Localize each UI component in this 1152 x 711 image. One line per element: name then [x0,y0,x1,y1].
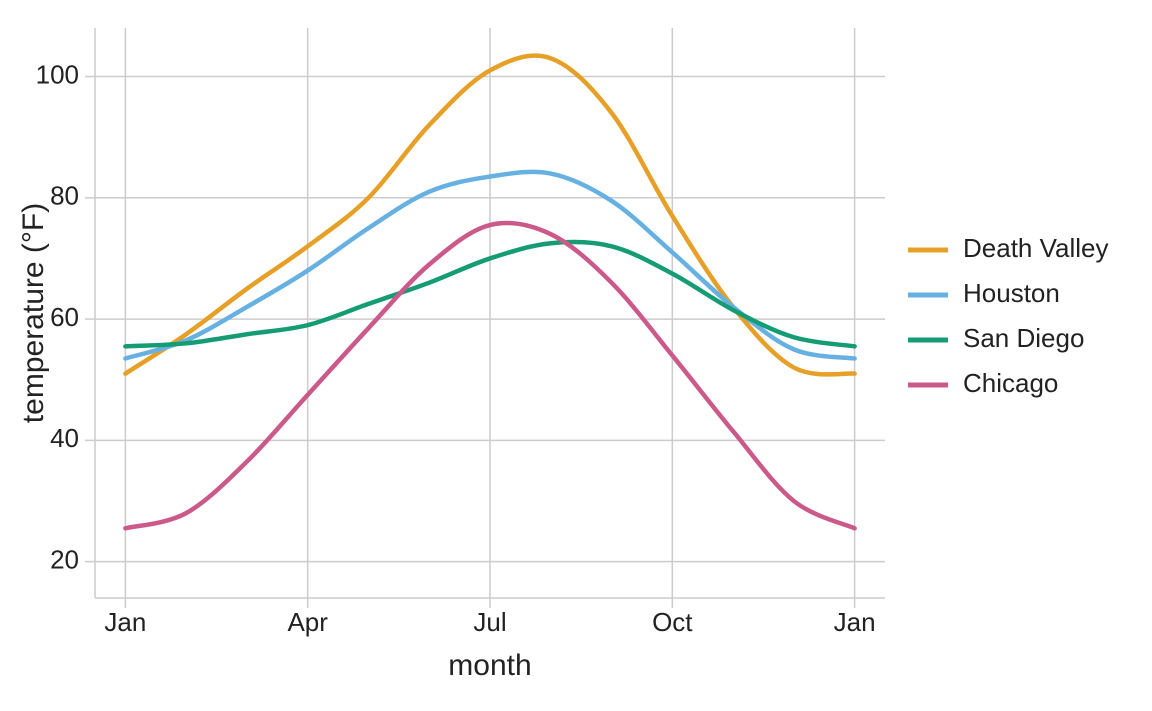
x-axis-label: month [448,649,531,682]
y-tick-label: 100 [36,59,79,89]
x-tick-label: Jan [834,607,876,637]
y-tick-label: 20 [50,544,79,574]
y-tick-label: 40 [50,423,79,453]
temperature-line-chart: 20 40 60 80 100 Jan Apr Jul Oct Jan month temperatu… [0,0,1152,711]
x-tick-label: Jul [473,607,506,637]
chart-svg: 20 40 60 80 100 Jan Apr Jul Oct Jan month temperatu… [0,0,1152,711]
x-tick-label: Oct [652,607,693,637]
x-tick-label: Apr [287,607,328,637]
x-tick-label: Jan [104,607,146,637]
y-tick-label: 80 [50,181,79,211]
legend-label: San Diego [963,323,1084,353]
legend-label: Houston [963,278,1060,308]
y-tick-label: 60 [50,302,79,332]
y-axis-label: temperature (°F) [17,203,50,423]
legend-label: Chicago [963,368,1058,398]
legend-label: Death Valley [963,233,1109,263]
